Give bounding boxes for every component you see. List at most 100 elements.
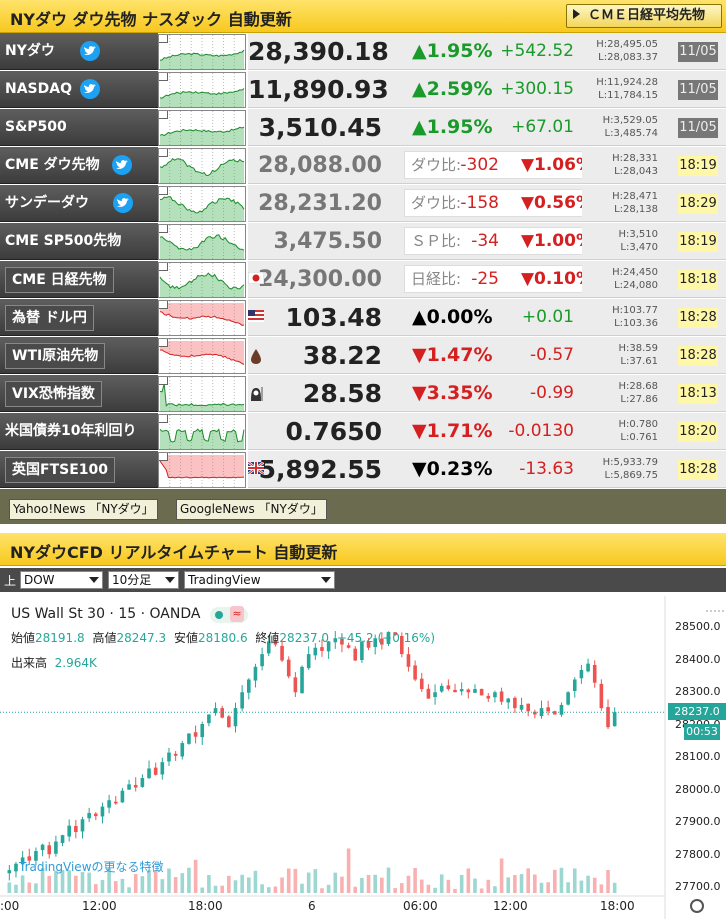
candle-body: [326, 641, 331, 652]
sparkline-chart[interactable]: [158, 224, 246, 260]
quote-price: 103.48: [248, 299, 390, 336]
candle-body: [506, 698, 511, 703]
sparkline-chart[interactable]: [158, 72, 246, 108]
twitter-icon[interactable]: [113, 193, 133, 213]
quote-name[interactable]: NASDAQ: [0, 71, 158, 108]
yahoo-news-link[interactable]: Yahoo!News 「NYダウ」: [9, 499, 158, 520]
quote-high: H:28,495.05: [596, 39, 658, 50]
quote-name-button[interactable]: VIX恐怖指数: [0, 375, 158, 412]
high-value: 28247.3: [116, 631, 167, 645]
expand-icon[interactable]: [159, 35, 168, 43]
expand-icon[interactable]: [159, 339, 168, 347]
quote-change: +542.52: [500, 33, 582, 70]
quote-high: H:103.77: [612, 305, 658, 316]
quote-high: H:0.780: [618, 419, 658, 430]
time-tick: 12:00: [82, 899, 117, 913]
candle-body: [439, 685, 444, 692]
quote-time: 18:20: [678, 422, 718, 442]
expand-icon[interactable]: [159, 301, 168, 309]
tradingview-promo-link[interactable]: TradingViewの更なる特徴: [19, 860, 164, 874]
volume-bar: [386, 867, 391, 893]
volume-bar: [419, 879, 424, 893]
quote-name-button[interactable]: CME 日経先物: [0, 261, 158, 298]
quote-low: L:28,083.37: [598, 52, 658, 63]
expand-icon[interactable]: [159, 149, 168, 157]
quote-name-button[interactable]: 英国FTSE100: [0, 451, 158, 488]
sparkline-chart[interactable]: [158, 262, 246, 298]
candle-body: [466, 689, 471, 693]
quote-high-low: H:3,529.05 L:3,485.74: [582, 109, 662, 146]
volume-bar: [586, 875, 590, 893]
quote-high: H:5,933.79: [602, 457, 658, 468]
quote-row: WTI原油先物 38.22 ▼1.47% -0.57 H:38.59 L:37.61 18:…: [0, 337, 726, 375]
quote-percent: ▲1.95%: [390, 33, 500, 70]
volume-bar: [153, 870, 158, 893]
sparkline-chart[interactable]: [158, 300, 246, 336]
candle-body: [20, 857, 25, 865]
candle-body: [113, 801, 118, 804]
expand-icon[interactable]: [159, 415, 168, 423]
symbol-select[interactable]: DOW: [20, 571, 103, 589]
expand-icon[interactable]: [159, 225, 168, 233]
sparkline-chart[interactable]: [158, 338, 246, 374]
volume-bar: [67, 870, 71, 893]
candle-body: [566, 692, 570, 705]
candle-body: [386, 631, 391, 645]
quote-name[interactable]: CME ダウ先物: [0, 147, 158, 184]
quote-name[interactable]: サンデーダウ: [0, 185, 158, 222]
low-label: 安値: [173, 631, 198, 645]
quote-high-low: H:38.59 L:37.61: [582, 337, 662, 374]
expand-icon[interactable]: [159, 73, 168, 81]
tradingview-chart[interactable]: US Wall St 30 · 15 · OANDA ≈ 始値28191.8 高…: [0, 596, 726, 919]
quote-name-button[interactable]: WTI原油先物: [0, 337, 158, 374]
volume-bar: [60, 869, 65, 893]
quote-high-low: H:28,471 L:28,138: [582, 185, 662, 222]
candlestick-chart[interactable]: [0, 596, 726, 919]
twitter-icon[interactable]: [80, 79, 100, 99]
quote-low: L:103.36: [614, 318, 658, 329]
cme-nikkei-button[interactable]: ＣＭＥ日経平均先物: [566, 4, 722, 28]
volume-bar: [346, 848, 351, 893]
quote-name[interactable]: 米国債券10年利回り: [0, 413, 158, 450]
expand-icon[interactable]: [159, 263, 168, 271]
quote-change: +300.15: [500, 71, 582, 108]
interval-select[interactable]: 10分足: [108, 571, 179, 589]
sparkline-chart[interactable]: [158, 452, 246, 488]
quote-time-cell: 18:19: [662, 147, 726, 184]
sparkline-chart[interactable]: [158, 148, 246, 184]
twitter-icon[interactable]: [80, 41, 100, 61]
sparkline-chart[interactable]: [158, 186, 246, 222]
expand-icon[interactable]: [159, 187, 168, 195]
quote-percent: ▲0.00%: [390, 299, 500, 336]
expand-icon[interactable]: [159, 453, 168, 461]
chevron-down-icon: [321, 577, 331, 583]
google-news-link[interactable]: GoogleNews 「NYダウ」: [176, 499, 327, 520]
candle-body: [100, 806, 105, 817]
volume-bar: [34, 883, 38, 893]
sparkline-chart[interactable]: [158, 34, 246, 70]
volume-bar: [373, 874, 377, 893]
sparkline-chart[interactable]: [158, 414, 246, 450]
jp-flag-icon: [247, 271, 265, 288]
gear-icon[interactable]: [690, 899, 704, 913]
quote-change: -13.63: [500, 451, 582, 488]
quote-name[interactable]: CME SP500先物: [0, 223, 158, 260]
open-label: 始値: [11, 631, 36, 645]
quote-name[interactable]: S&P500: [0, 109, 158, 146]
quote-time-cell: 18:28: [662, 451, 726, 488]
expand-icon[interactable]: [159, 111, 168, 119]
provider-select[interactable]: TradingView: [184, 571, 335, 589]
quote-name-button[interactable]: 為替 ドル円: [0, 299, 158, 336]
candle-body: [353, 648, 358, 661]
price-tick: 28500.0: [675, 620, 721, 633]
quote-name[interactable]: NYダウ: [0, 33, 158, 70]
candle-body: [366, 641, 371, 648]
sparkline-chart[interactable]: [158, 110, 246, 146]
quote-high-low: H:103.77 L:103.36: [582, 299, 662, 336]
twitter-icon[interactable]: [112, 155, 132, 175]
expand-icon[interactable]: [159, 377, 168, 385]
candle-body: [220, 708, 224, 718]
sparkline-chart[interactable]: [158, 376, 246, 412]
candle-body: [266, 641, 271, 654]
quote-row: NYダウ 28,390.18 ▲1.95% +542.52 H:28,495.05 L:2…: [0, 33, 726, 71]
